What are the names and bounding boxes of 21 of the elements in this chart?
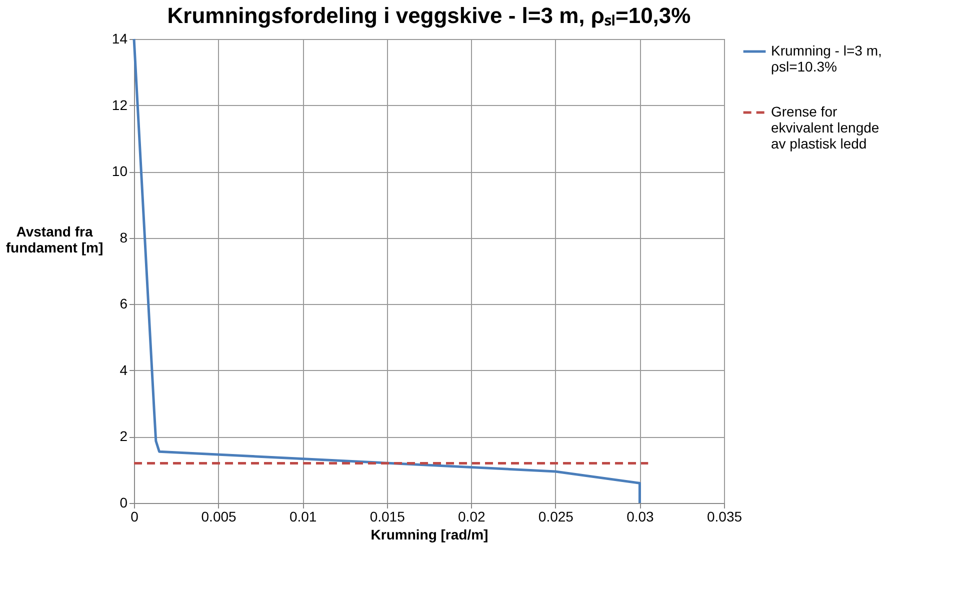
y-tick-label: 0 <box>120 494 128 510</box>
y-tick-label: 10 <box>112 163 128 180</box>
x-tick-label: 0.02 <box>458 508 486 524</box>
x-tick-label: 0.025 <box>538 508 574 524</box>
x-axis-title: Krumning [rad/m] <box>370 526 488 542</box>
legend-label: Grense for ekvivalent lengde av plastisk ledd <box>771 104 880 152</box>
y-tick-label: 8 <box>120 229 128 246</box>
y-tick-label: 6 <box>120 296 128 312</box>
y-tick-label: 4 <box>120 362 128 378</box>
x-tick-label: 0.01 <box>289 508 317 524</box>
y-tick-label: 2 <box>120 428 128 444</box>
y-axis-title: Avstand fra fundament [m] <box>6 224 104 256</box>
chart-title: Krumningsfordeling i veggskive - l=3 m, ρₛₗ=10,3% <box>167 3 691 28</box>
x-tick-label: 0.015 <box>370 508 406 524</box>
y-tick-label: 12 <box>112 96 128 113</box>
y-tick-label: 14 <box>112 30 128 46</box>
legend-label: Krumning - l=3 m, ρsl=10.3% <box>771 42 882 74</box>
x-tick-label: 0.005 <box>201 508 237 524</box>
x-tick-label: 0 <box>130 508 139 524</box>
x-tick-label: 0.03 <box>626 508 654 524</box>
x-tick-label: 0.035 <box>706 508 742 524</box>
